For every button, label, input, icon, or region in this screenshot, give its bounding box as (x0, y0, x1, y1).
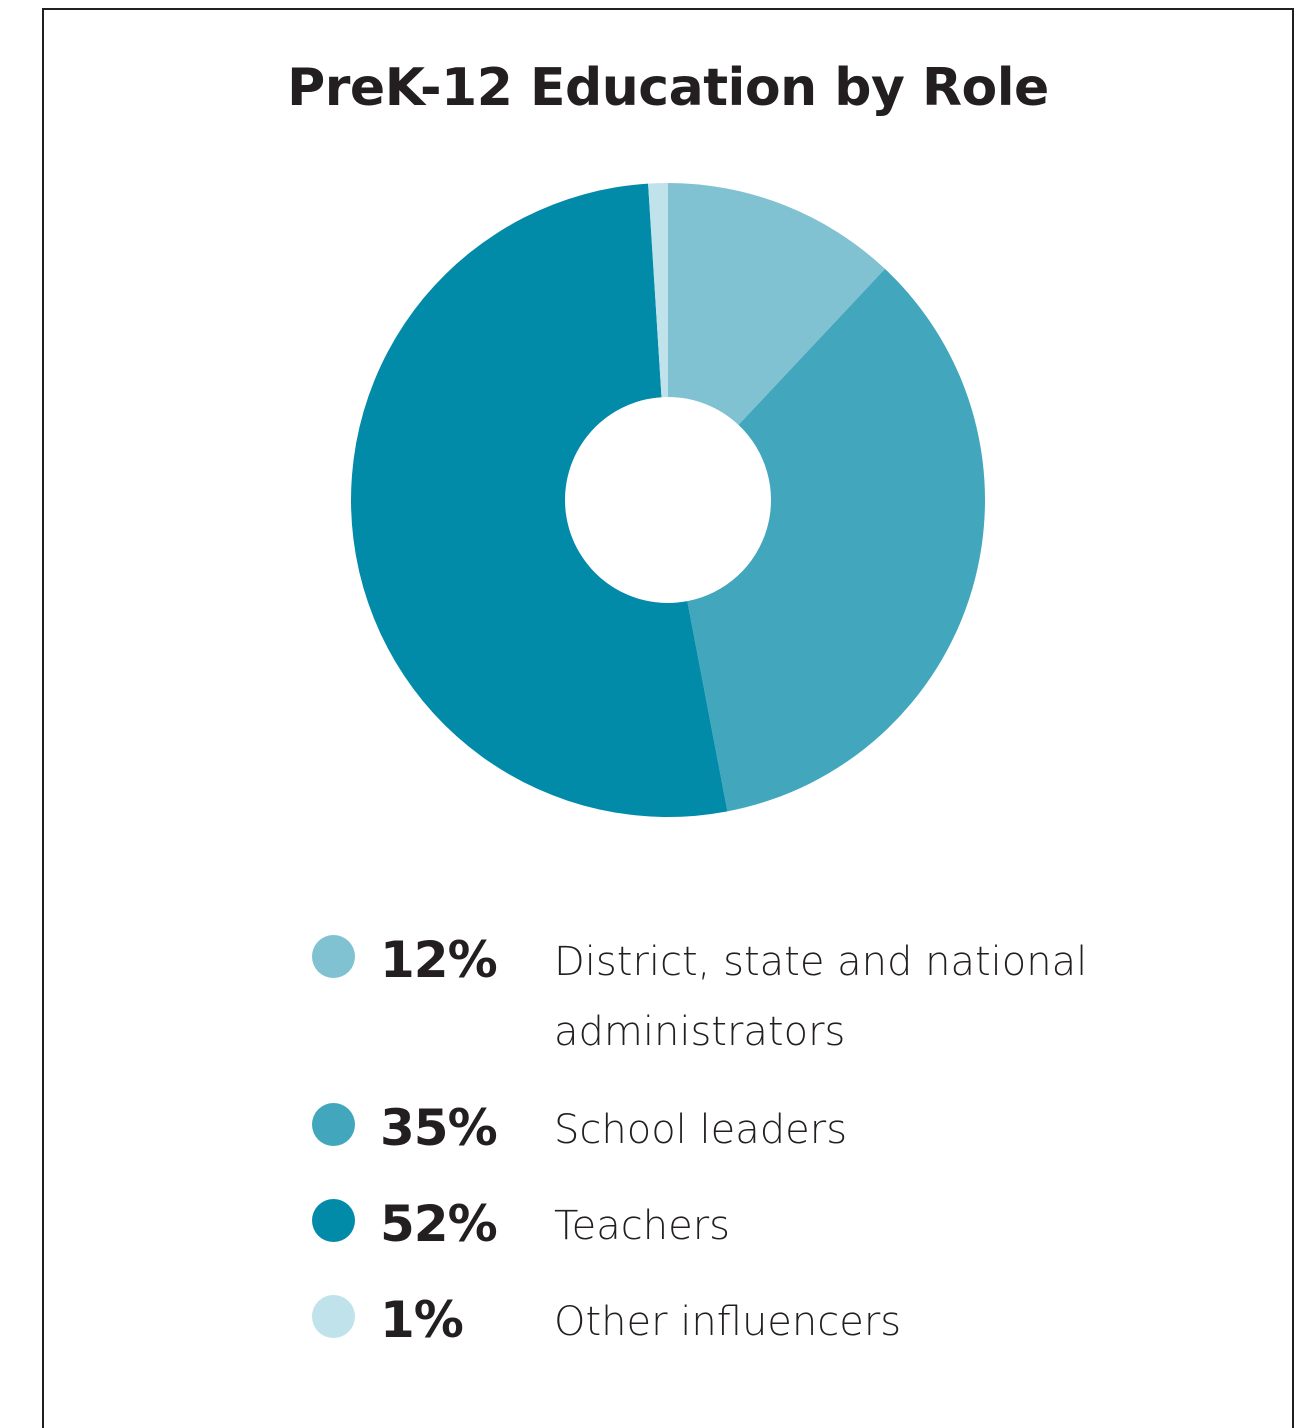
legend-label-school-leaders: School leaders (554, 1107, 848, 1153)
legend-dot-district-administrators (312, 935, 355, 978)
legend-label-other-influencers: Other influencers (554, 1299, 902, 1345)
legend-value-district-administrators: 12% (380, 931, 498, 989)
slice-other-influencers (648, 183, 668, 398)
legend-value-teachers: 52% (380, 1195, 498, 1253)
legend-dot-teachers (312, 1199, 355, 1242)
slice-teachers (351, 183, 728, 818)
legend-label-teachers: Teachers (554, 1203, 730, 1249)
legend-dot-other-influencers (312, 1295, 355, 1338)
chart-frame (42, 8, 1294, 1428)
legend-label-district-administrators: District, state and national administrat… (554, 939, 1088, 1055)
slice-district-administrators (668, 183, 886, 425)
legend-dot-school-leaders (312, 1103, 355, 1146)
slice-school-leaders (687, 268, 986, 812)
chart-title: PreK-12 Education by Role (287, 58, 1049, 118)
legend-value-school-leaders: 35% (380, 1099, 498, 1157)
legend-value-other-influencers: 1% (380, 1291, 464, 1349)
